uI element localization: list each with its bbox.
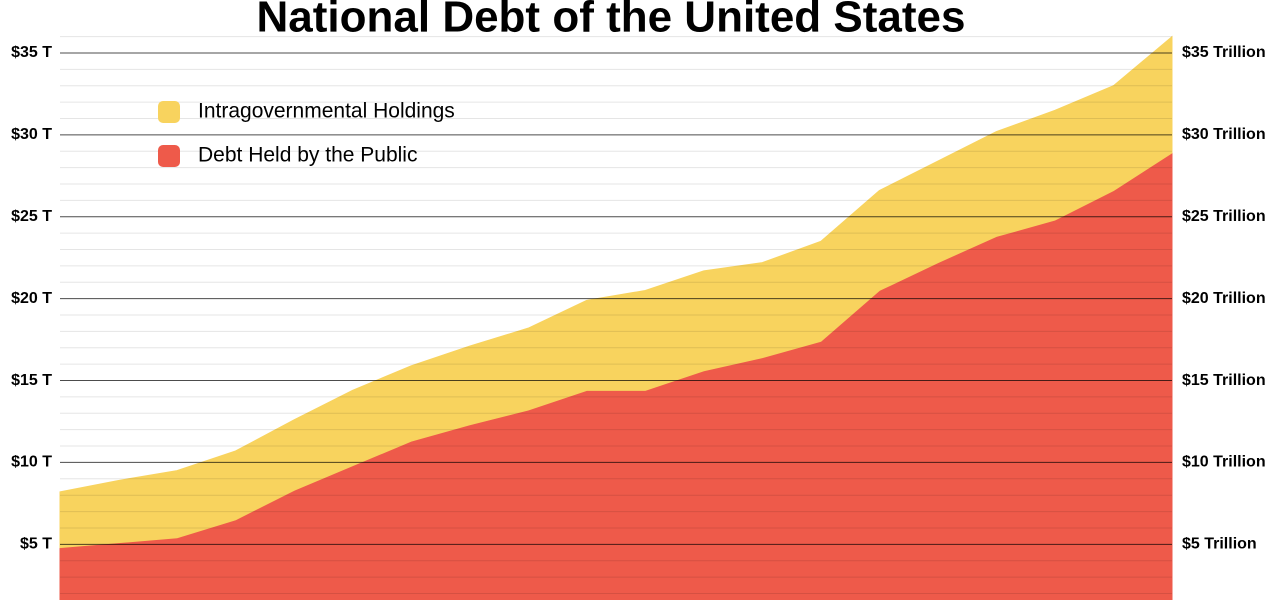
- y-tick-label: $30 T: [11, 126, 52, 143]
- y-tick-label: $20 T: [11, 290, 52, 307]
- y2-tick-label: $30 Trillion: [1182, 126, 1266, 143]
- y2-tick-label: $5 Trillion: [1182, 536, 1257, 553]
- y-tick-label: $15 T: [11, 372, 52, 389]
- y2-tick-label: $10 Trillion: [1182, 454, 1266, 471]
- legend-swatch: [158, 101, 180, 123]
- y2-tick-label: $15 Trillion: [1182, 372, 1266, 389]
- chart-title: National Debt of the United States: [257, 0, 966, 42]
- y2-tick-label: $20 Trillion: [1182, 290, 1266, 307]
- legend-label: Debt Held by the Public: [198, 144, 417, 167]
- legend-swatch: [158, 145, 180, 167]
- y-tick-label: $35 T: [11, 44, 52, 61]
- area: [59, 35, 1173, 549]
- y2-tick-label: $35 Trillion: [1182, 44, 1266, 61]
- y2-tick-label: $25 Trillion: [1182, 208, 1266, 225]
- y-tick-label: $5 T: [20, 536, 52, 553]
- y-tick-label: $10 T: [11, 454, 52, 471]
- legend-label: Intragovernmental Holdings: [198, 100, 455, 123]
- y-tick-label: $25 T: [11, 208, 52, 225]
